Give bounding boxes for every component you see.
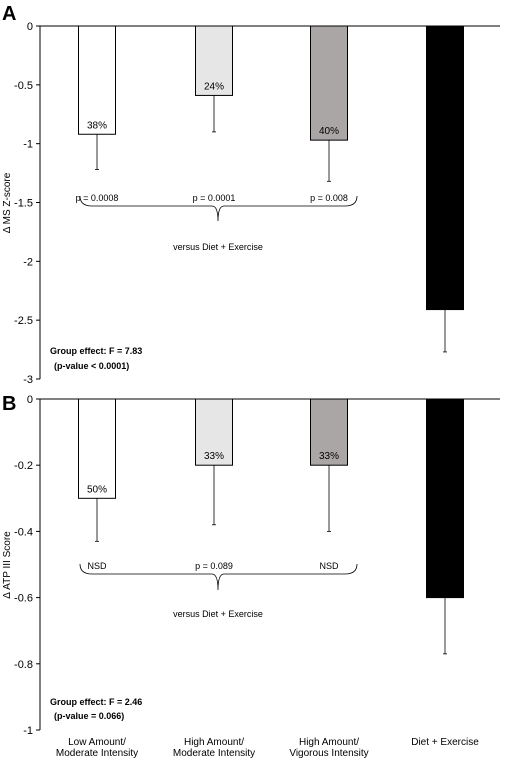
bar bbox=[310, 25, 348, 141]
y-tick-label: 0 bbox=[27, 21, 33, 33]
y-tick-label: -0.2 bbox=[14, 460, 33, 472]
bar-label: 24% bbox=[204, 81, 224, 92]
panel-label-a: A bbox=[2, 3, 16, 25]
y-axis-label: Δ ATP III Score bbox=[2, 531, 13, 599]
bar bbox=[426, 25, 464, 311]
bar bbox=[195, 25, 233, 96]
bar bbox=[426, 398, 464, 599]
group-effect-stat: Group effect: F = 7.83 bbox=[50, 346, 142, 356]
comparison-label: versus Diet + Exercise bbox=[173, 609, 263, 619]
group-effect-pvalue: (p-value < 0.0001) bbox=[54, 361, 129, 371]
category-label: High Amount/Vigorous Intensity bbox=[289, 737, 368, 759]
y-axis-label: Δ MS Z-score bbox=[2, 172, 13, 233]
y-tick-label: -2 bbox=[23, 256, 33, 268]
y-tick-label: -1.5 bbox=[14, 198, 33, 210]
panel-label-b: B bbox=[2, 393, 16, 415]
bar bbox=[310, 398, 348, 466]
group-effect-stat: Group effect: F = 2.46 bbox=[50, 697, 142, 707]
bar-label: 38% bbox=[87, 120, 107, 131]
category-label: Low Amount/Moderate Intensity bbox=[56, 737, 138, 759]
p-value-label: p = 0.008 bbox=[310, 193, 348, 203]
group-effect-pvalue: (p-value = 0.066) bbox=[54, 711, 124, 721]
bar-label: 33% bbox=[319, 451, 339, 462]
comparison-bracket bbox=[79, 563, 358, 591]
category-label: Diet + Exercise bbox=[411, 737, 479, 748]
comparison-bracket bbox=[79, 195, 358, 222]
p-value-label: p = 0.0001 bbox=[193, 193, 236, 203]
y-tick-label: 0 bbox=[27, 394, 33, 406]
p-value-label: NSD bbox=[87, 561, 107, 571]
p-value-label: NSD bbox=[319, 561, 339, 571]
bar-label: 40% bbox=[319, 126, 339, 137]
bar bbox=[78, 25, 116, 135]
y-tick-label: -0.8 bbox=[14, 659, 33, 671]
bar-label: 50% bbox=[87, 484, 107, 495]
bar bbox=[78, 398, 116, 499]
p-value-label: p = 0.0008 bbox=[76, 193, 119, 203]
y-tick-label: -3 bbox=[23, 374, 33, 386]
bar-label: 100% bbox=[432, 584, 458, 595]
bar-label: 33% bbox=[204, 451, 224, 462]
y-tick-label: -1 bbox=[23, 725, 33, 737]
y-tick-label: -2.5 bbox=[14, 315, 33, 327]
category-label: High Amount/Moderate Intensity bbox=[173, 737, 255, 759]
y-tick-label: -0.4 bbox=[14, 526, 33, 538]
y-tick-label: -1 bbox=[23, 139, 33, 151]
y-tick-label: -0.6 bbox=[14, 593, 33, 605]
y-tick-label: -0.5 bbox=[14, 80, 33, 92]
comparison-label: versus Diet + Exercise bbox=[173, 242, 263, 252]
p-value-label: p = 0.089 bbox=[195, 561, 233, 571]
bar-label: 100% bbox=[432, 296, 458, 307]
